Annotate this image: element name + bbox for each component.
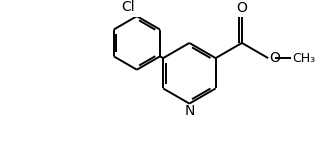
Text: O: O bbox=[269, 51, 280, 65]
Text: N: N bbox=[184, 104, 195, 118]
Text: O: O bbox=[237, 1, 248, 15]
Text: Cl: Cl bbox=[121, 0, 135, 14]
Text: CH₃: CH₃ bbox=[292, 52, 315, 65]
